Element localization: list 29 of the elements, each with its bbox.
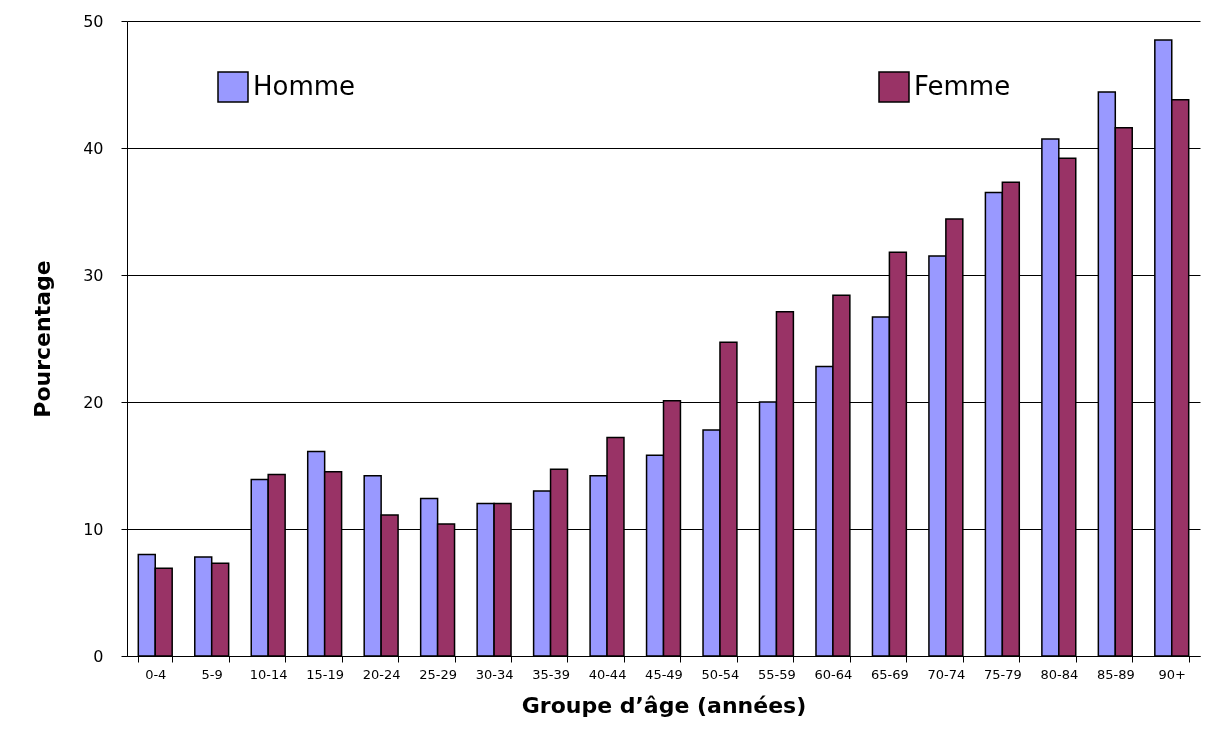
y-tick-label: 0 (93, 646, 104, 666)
y-tick-label: 40 (83, 138, 104, 158)
x-tick-label: 0-4 (145, 666, 167, 682)
x-tick-label: 75-79 (983, 666, 1022, 682)
x-tick-label: 35-39 (532, 666, 570, 682)
x-tick-label: 85-89 (1096, 666, 1135, 682)
x-tick-label: 55-59 (758, 666, 796, 682)
x-tick-label: 65-69 (871, 666, 909, 682)
y-tick-label: 50 (83, 11, 104, 31)
x-tick-label: 20-24 (362, 666, 401, 682)
y-axis-title: Pourcentage (30, 260, 56, 418)
x-tick-label: 15-19 (306, 666, 345, 682)
legend-label: Homme (253, 71, 356, 101)
x-tick-label: 25-29 (419, 666, 457, 682)
x-tick-label: 60-64 (814, 666, 853, 682)
x-tick-label: 70-74 (927, 666, 966, 682)
legend-label: Femme (914, 71, 1011, 101)
x-tick-label: 10-14 (249, 666, 288, 682)
x-tick-label: 80-84 (1040, 666, 1079, 682)
y-tick-label: 20 (83, 392, 104, 412)
y-tick-label: 30 (83, 265, 104, 285)
x-tick-label: 45-49 (645, 666, 683, 682)
x-tick-label: 5-9 (201, 666, 223, 682)
x-axis-title: Groupe d’âge (années) (521, 692, 807, 718)
x-tick-label: 30-34 (475, 666, 514, 682)
x-tick-label: 90+ (1158, 666, 1186, 682)
y-tick-label: 10 (83, 519, 104, 539)
x-tick-label: 50-54 (701, 666, 740, 682)
x-tick-label: 40-44 (588, 666, 627, 682)
